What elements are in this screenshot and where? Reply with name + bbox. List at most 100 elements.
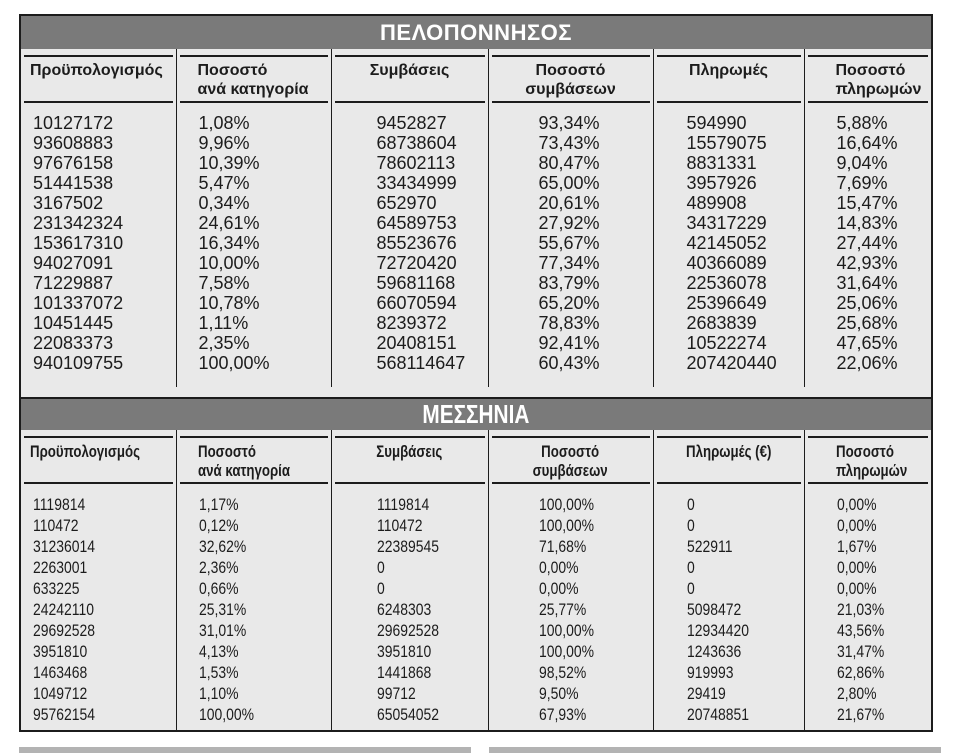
cell-payments-pct: 0,00% bbox=[836, 495, 877, 514]
table-row: 110472 0,12% 110472 100,00% 0 0,00% bbox=[21, 515, 931, 536]
cell-payments: 919993 bbox=[653, 662, 805, 683]
cell-payments: 0 bbox=[653, 557, 805, 578]
cell-contracts: 59681168 bbox=[331, 273, 489, 293]
table-row: 633225 0,66% 0 0,00% 0 0,00% bbox=[21, 578, 931, 599]
table-row: 29692528 31,01% 29692528 100,00% 1293442… bbox=[21, 620, 931, 641]
cell-payments: 22536078 bbox=[653, 273, 805, 293]
cell-payments-pct: 47,65% bbox=[836, 333, 898, 353]
region-messinia: ΜΕΣΣΗΝΙΑ Προϋπολογισμός Ποσοστό ανά κατηγ… bbox=[21, 397, 931, 730]
cell-budget: 24242110 bbox=[21, 599, 177, 620]
cell-payments: 42145052 bbox=[653, 233, 805, 253]
cell-payments: 10522274 bbox=[653, 333, 805, 353]
cell-contracts-pct: 20,61% bbox=[488, 193, 654, 213]
table-row: 1049712 1,10% 99712 9,50% 29419 2,80% bbox=[21, 683, 931, 704]
cell-budget: 3951810 bbox=[21, 641, 177, 662]
cell-contracts: 6248303 bbox=[331, 599, 489, 620]
cell-payments: 0 bbox=[653, 494, 805, 515]
cell-payments-pct: 21,67% bbox=[836, 705, 884, 724]
cell-contracts: 20408151 bbox=[331, 333, 489, 353]
cell-contracts: 8239372 bbox=[331, 313, 489, 333]
table-row: 1463468 1,53% 1441868 98,52% 919993 62,8… bbox=[21, 662, 931, 683]
table-row: 93608883 9,96% 68738604 73,43% 15579075 … bbox=[21, 133, 931, 153]
col-header-budget: Προϋπολογισμός bbox=[21, 49, 177, 113]
cell-budget: 231342324 bbox=[21, 213, 177, 233]
cell-budget: 2263001 bbox=[21, 557, 177, 578]
cell-category-pct: 0,66% bbox=[176, 578, 332, 599]
peloponnisos-title-bar: ΠΕΛΟΠΟΝΝΗΣΟΣ bbox=[21, 16, 931, 49]
cell-payments-pct: 31,64% bbox=[836, 273, 898, 293]
cell-payments: 5098472 bbox=[653, 599, 805, 620]
cell-contracts-pct: 98,52% bbox=[488, 662, 654, 683]
header-row: Προϋπολογισμός Ποσοστό ανά κατηγορία Συμβ… bbox=[21, 49, 931, 113]
table-row: 10127172 1,08% 9452827 93,34% 594990 5,8… bbox=[21, 113, 931, 133]
cell-budget: 71229887 bbox=[21, 273, 177, 293]
cell-category-pct: 24,61% bbox=[176, 213, 332, 233]
cell-payments-pct: 43,56% bbox=[836, 621, 884, 640]
next-table-bar-right bbox=[489, 747, 941, 753]
peloponnisos-table-body: 10127172 1,08% 9452827 93,34% 594990 5,8… bbox=[21, 113, 931, 387]
cell-payments-pct: 31,47% bbox=[836, 642, 884, 661]
cell-budget: 633225 bbox=[21, 578, 177, 599]
cell-category-pct: 100,00% bbox=[176, 704, 332, 730]
cell-contracts-pct: 83,79% bbox=[488, 273, 654, 293]
cell-budget: 93608883 bbox=[21, 133, 177, 153]
table-row: 231342324 24,61% 64589753 27,92% 3431722… bbox=[21, 213, 931, 233]
cell-payments-pct: 0,00% bbox=[836, 558, 877, 577]
cell-contracts: 22389545 bbox=[331, 536, 489, 557]
cell-payments: 8831331 bbox=[653, 153, 805, 173]
table-row: 94027091 10,00% 72720420 77,34% 40366089… bbox=[21, 253, 931, 273]
cell-payments-pct: 42,93% bbox=[836, 253, 898, 273]
cell-contracts-pct: 100,00% bbox=[488, 515, 654, 536]
cell-budget: 10451445 bbox=[21, 313, 177, 333]
cell-budget: 153617310 bbox=[21, 233, 177, 253]
cell-contracts: 1119814 bbox=[331, 494, 489, 515]
table-row: 3951810 4,13% 3951810 100,00% 1243636 31… bbox=[21, 641, 931, 662]
cell-category-pct: 1,10% bbox=[176, 683, 332, 704]
cell-contracts: 0 bbox=[331, 578, 489, 599]
cell-contracts: 568114647 bbox=[331, 353, 489, 387]
cell-budget: 110472 bbox=[21, 515, 177, 536]
cell-category-pct: 10,39% bbox=[176, 153, 332, 173]
cell-contracts: 0 bbox=[331, 557, 489, 578]
cell-contracts-pct: 73,43% bbox=[488, 133, 654, 153]
cell-payments-pct: 16,64% bbox=[836, 133, 898, 153]
cell-category-pct: 25,31% bbox=[176, 599, 332, 620]
cell-contracts: 9452827 bbox=[331, 113, 489, 133]
cell-payments: 1243636 bbox=[653, 641, 805, 662]
cell-category-pct: 32,62% bbox=[176, 536, 332, 557]
cell-category-pct: 0,12% bbox=[176, 515, 332, 536]
col-header-contracts-pct: Ποσοστό συμβάσεων bbox=[488, 49, 654, 113]
col-header-contracts-pct: Ποσοστό συμβάσεων bbox=[488, 430, 654, 494]
cell-category-pct: 1,08% bbox=[176, 113, 332, 133]
cell-budget: 940109755 bbox=[21, 353, 177, 387]
cell-category-pct: 1,11% bbox=[176, 313, 332, 333]
col-header-budget: Προϋπολογισμός bbox=[21, 430, 177, 494]
cell-payments: 29419 bbox=[653, 683, 805, 704]
cell-category-pct: 2,36% bbox=[176, 557, 332, 578]
region-peloponnisos: ΠΕΛΟΠΟΝΝΗΣΟΣ Προϋπολογισμός Ποσοστό ανά κ… bbox=[21, 16, 931, 387]
cell-contracts-pct: 78,83% bbox=[488, 313, 654, 333]
cell-category-pct: 4,13% bbox=[176, 641, 332, 662]
cell-category-pct: 31,01% bbox=[176, 620, 332, 641]
table-row: 24242110 25,31% 6248303 25,77% 5098472 2… bbox=[21, 599, 931, 620]
cell-payments: 2683839 bbox=[653, 313, 805, 333]
cell-contracts: 110472 bbox=[331, 515, 489, 536]
cell-contracts-pct: 80,47% bbox=[488, 153, 654, 173]
col-header-contracts: Συμβάσεις bbox=[331, 430, 489, 494]
cell-contracts-pct: 65,00% bbox=[488, 173, 654, 193]
cell-budget: 94027091 bbox=[21, 253, 177, 273]
cell-budget: 51441538 bbox=[21, 173, 177, 193]
cell-contracts-pct: 55,67% bbox=[488, 233, 654, 253]
cell-payments-pct: 25,06% bbox=[836, 293, 898, 313]
cell-payments-pct: 22,06% bbox=[836, 353, 898, 373]
cell-payments: 20748851 bbox=[653, 704, 805, 730]
section-gap bbox=[21, 387, 931, 397]
col-header-contracts: Συμβάσεις bbox=[331, 49, 489, 113]
col-header-category-pct: Ποσοστό ανά κατηγορία bbox=[176, 430, 332, 494]
cell-contracts: 99712 bbox=[331, 683, 489, 704]
cell-payments-pct: 27,44% bbox=[836, 233, 898, 253]
cell-payments-pct: 15,47% bbox=[836, 193, 898, 213]
cell-contracts-pct: 25,77% bbox=[488, 599, 654, 620]
cell-budget: 22083373 bbox=[21, 333, 177, 353]
cell-payments-pct: 0,00% bbox=[836, 579, 877, 598]
